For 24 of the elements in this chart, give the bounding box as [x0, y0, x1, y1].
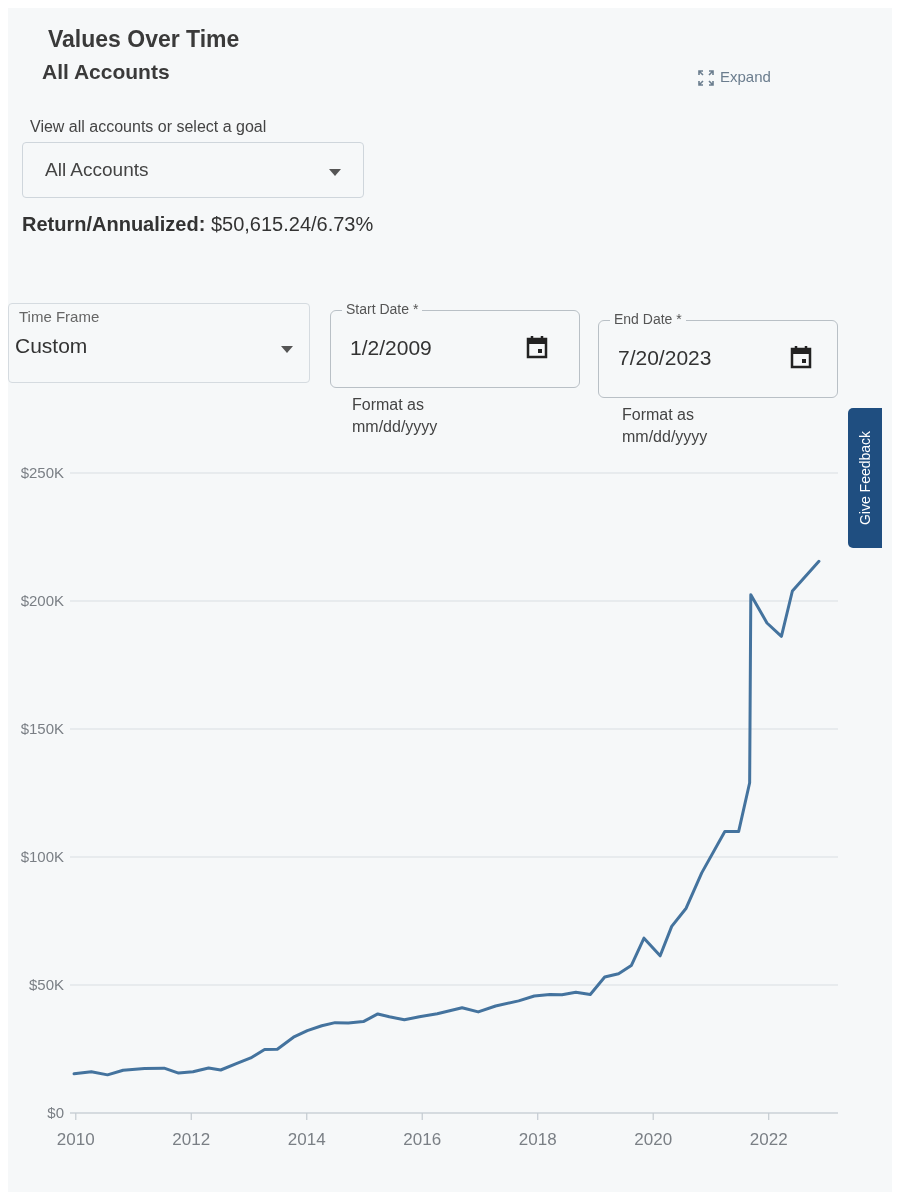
y-tick-label: $50K	[28, 976, 64, 994]
text: Format as mm/dd/yyyy	[352, 395, 439, 437]
x-tick-label: 2016	[403, 1130, 442, 1149]
text: Expand	[720, 68, 771, 85]
y-tick-label: $250K	[20, 464, 64, 482]
text: View all accounts or select a goal	[30, 118, 267, 136]
x-tick-label: 2022	[749, 1130, 788, 1149]
chart-title: Values Over Time	[48, 26, 240, 53]
y-tick-label: $150K	[20, 720, 64, 738]
x-tick-label: 2014	[287, 1130, 326, 1149]
chart-subtitle: All Accounts	[42, 60, 170, 84]
y-tick-label: $200K	[20, 592, 64, 610]
line-series	[72, 559, 821, 1077]
select-field: Time Frame Custom	[8, 303, 310, 383]
y-tick-label: $100K	[20, 848, 64, 866]
feedback-tab: Give Feedback	[848, 408, 882, 548]
y-tick-label: $0	[47, 1104, 64, 1122]
select-field: All Accounts	[22, 142, 364, 198]
x-tick-label: 2012	[172, 1130, 211, 1149]
x-tick-label: 2020	[634, 1130, 673, 1149]
text: Return/Annualized: $50,615.24/6.73%	[22, 213, 374, 235]
x-tick-label: 2010	[56, 1130, 95, 1149]
x-tick-label: 2018	[518, 1130, 557, 1149]
text: Format as mm/dd/yyyy	[622, 405, 709, 447]
